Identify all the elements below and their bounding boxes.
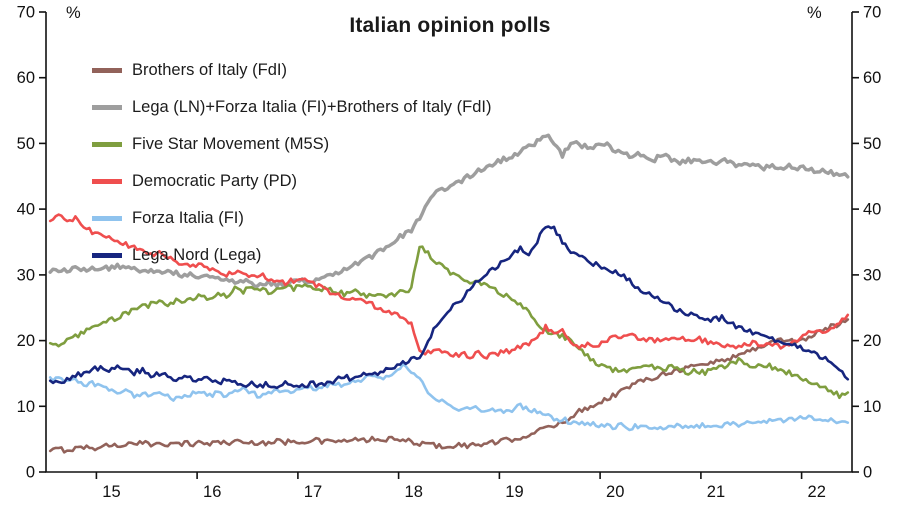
tick-label: 30	[17, 266, 35, 284]
tick-label: 18	[405, 483, 423, 501]
legend-swatch	[92, 253, 122, 258]
legend-item: Lega (LN)+Forza Italia (FI)+Brothers of …	[92, 89, 491, 126]
legend-label: Lega Nord (Lega)	[132, 246, 262, 264]
legend-swatch	[92, 142, 122, 147]
axis-frame	[45, 12, 853, 473]
legend-label: Lega (LN)+Forza Italia (FI)+Brothers of …	[132, 98, 492, 116]
tick-label: 21	[707, 483, 725, 501]
legend-label: Forza Italia (FI)	[132, 209, 244, 227]
legend-item: Democratic Party (PD)	[92, 163, 491, 200]
legend-item: Brothers of Italy (FdI)	[92, 52, 491, 89]
tick-label: 50	[17, 135, 35, 153]
chart-title: Italian opinion polls	[349, 14, 551, 37]
tick-label: 40	[863, 201, 881, 219]
tick-label: %	[807, 4, 822, 22]
tick-label: 30	[863, 266, 881, 284]
tick-label: 15	[102, 483, 120, 501]
series-line	[48, 225, 850, 390]
tick-label: 60	[863, 69, 881, 87]
tick-label: 0	[863, 464, 872, 482]
tick-label: 20	[606, 483, 624, 501]
legend-label: Democratic Party (PD)	[132, 172, 298, 190]
series-line	[48, 245, 850, 400]
legend-item: Forza Italia (FI)	[92, 200, 491, 237]
series-line	[48, 213, 850, 360]
series-line	[48, 133, 850, 289]
tick-label: 20	[863, 332, 881, 350]
tick-label: 50	[863, 135, 881, 153]
legend-label: Brothers of Italy (FdI)	[132, 61, 287, 79]
series-line	[48, 362, 850, 432]
chart-legend: Brothers of Italy (FdI) Lega (LN)+Forza I…	[92, 52, 491, 274]
legend-swatch	[92, 216, 122, 221]
tick-label: 40	[17, 201, 35, 219]
legend-swatch	[92, 179, 122, 184]
tick-label: 10	[863, 398, 881, 416]
tick-label: 16	[203, 483, 221, 501]
tick-label: %	[66, 4, 81, 22]
tick-label: 70	[863, 4, 881, 22]
legend-item: Five Star Movement (M5S)	[92, 126, 491, 163]
tick-label: 17	[304, 483, 322, 501]
tick-label: 19	[505, 483, 523, 501]
tick-label: 22	[808, 483, 826, 501]
tick-label: 10	[17, 398, 35, 416]
tick-label: 60	[17, 69, 35, 87]
series-line	[48, 318, 850, 454]
legend-swatch	[92, 105, 122, 110]
legend-label: Five Star Movement (M5S)	[132, 135, 330, 153]
tick-label: 20	[17, 332, 35, 350]
tick-label: 0	[26, 464, 35, 482]
tick-label: 70	[17, 4, 35, 22]
legend-item: Lega Nord (Lega)	[92, 237, 491, 274]
legend-swatch	[92, 68, 122, 73]
